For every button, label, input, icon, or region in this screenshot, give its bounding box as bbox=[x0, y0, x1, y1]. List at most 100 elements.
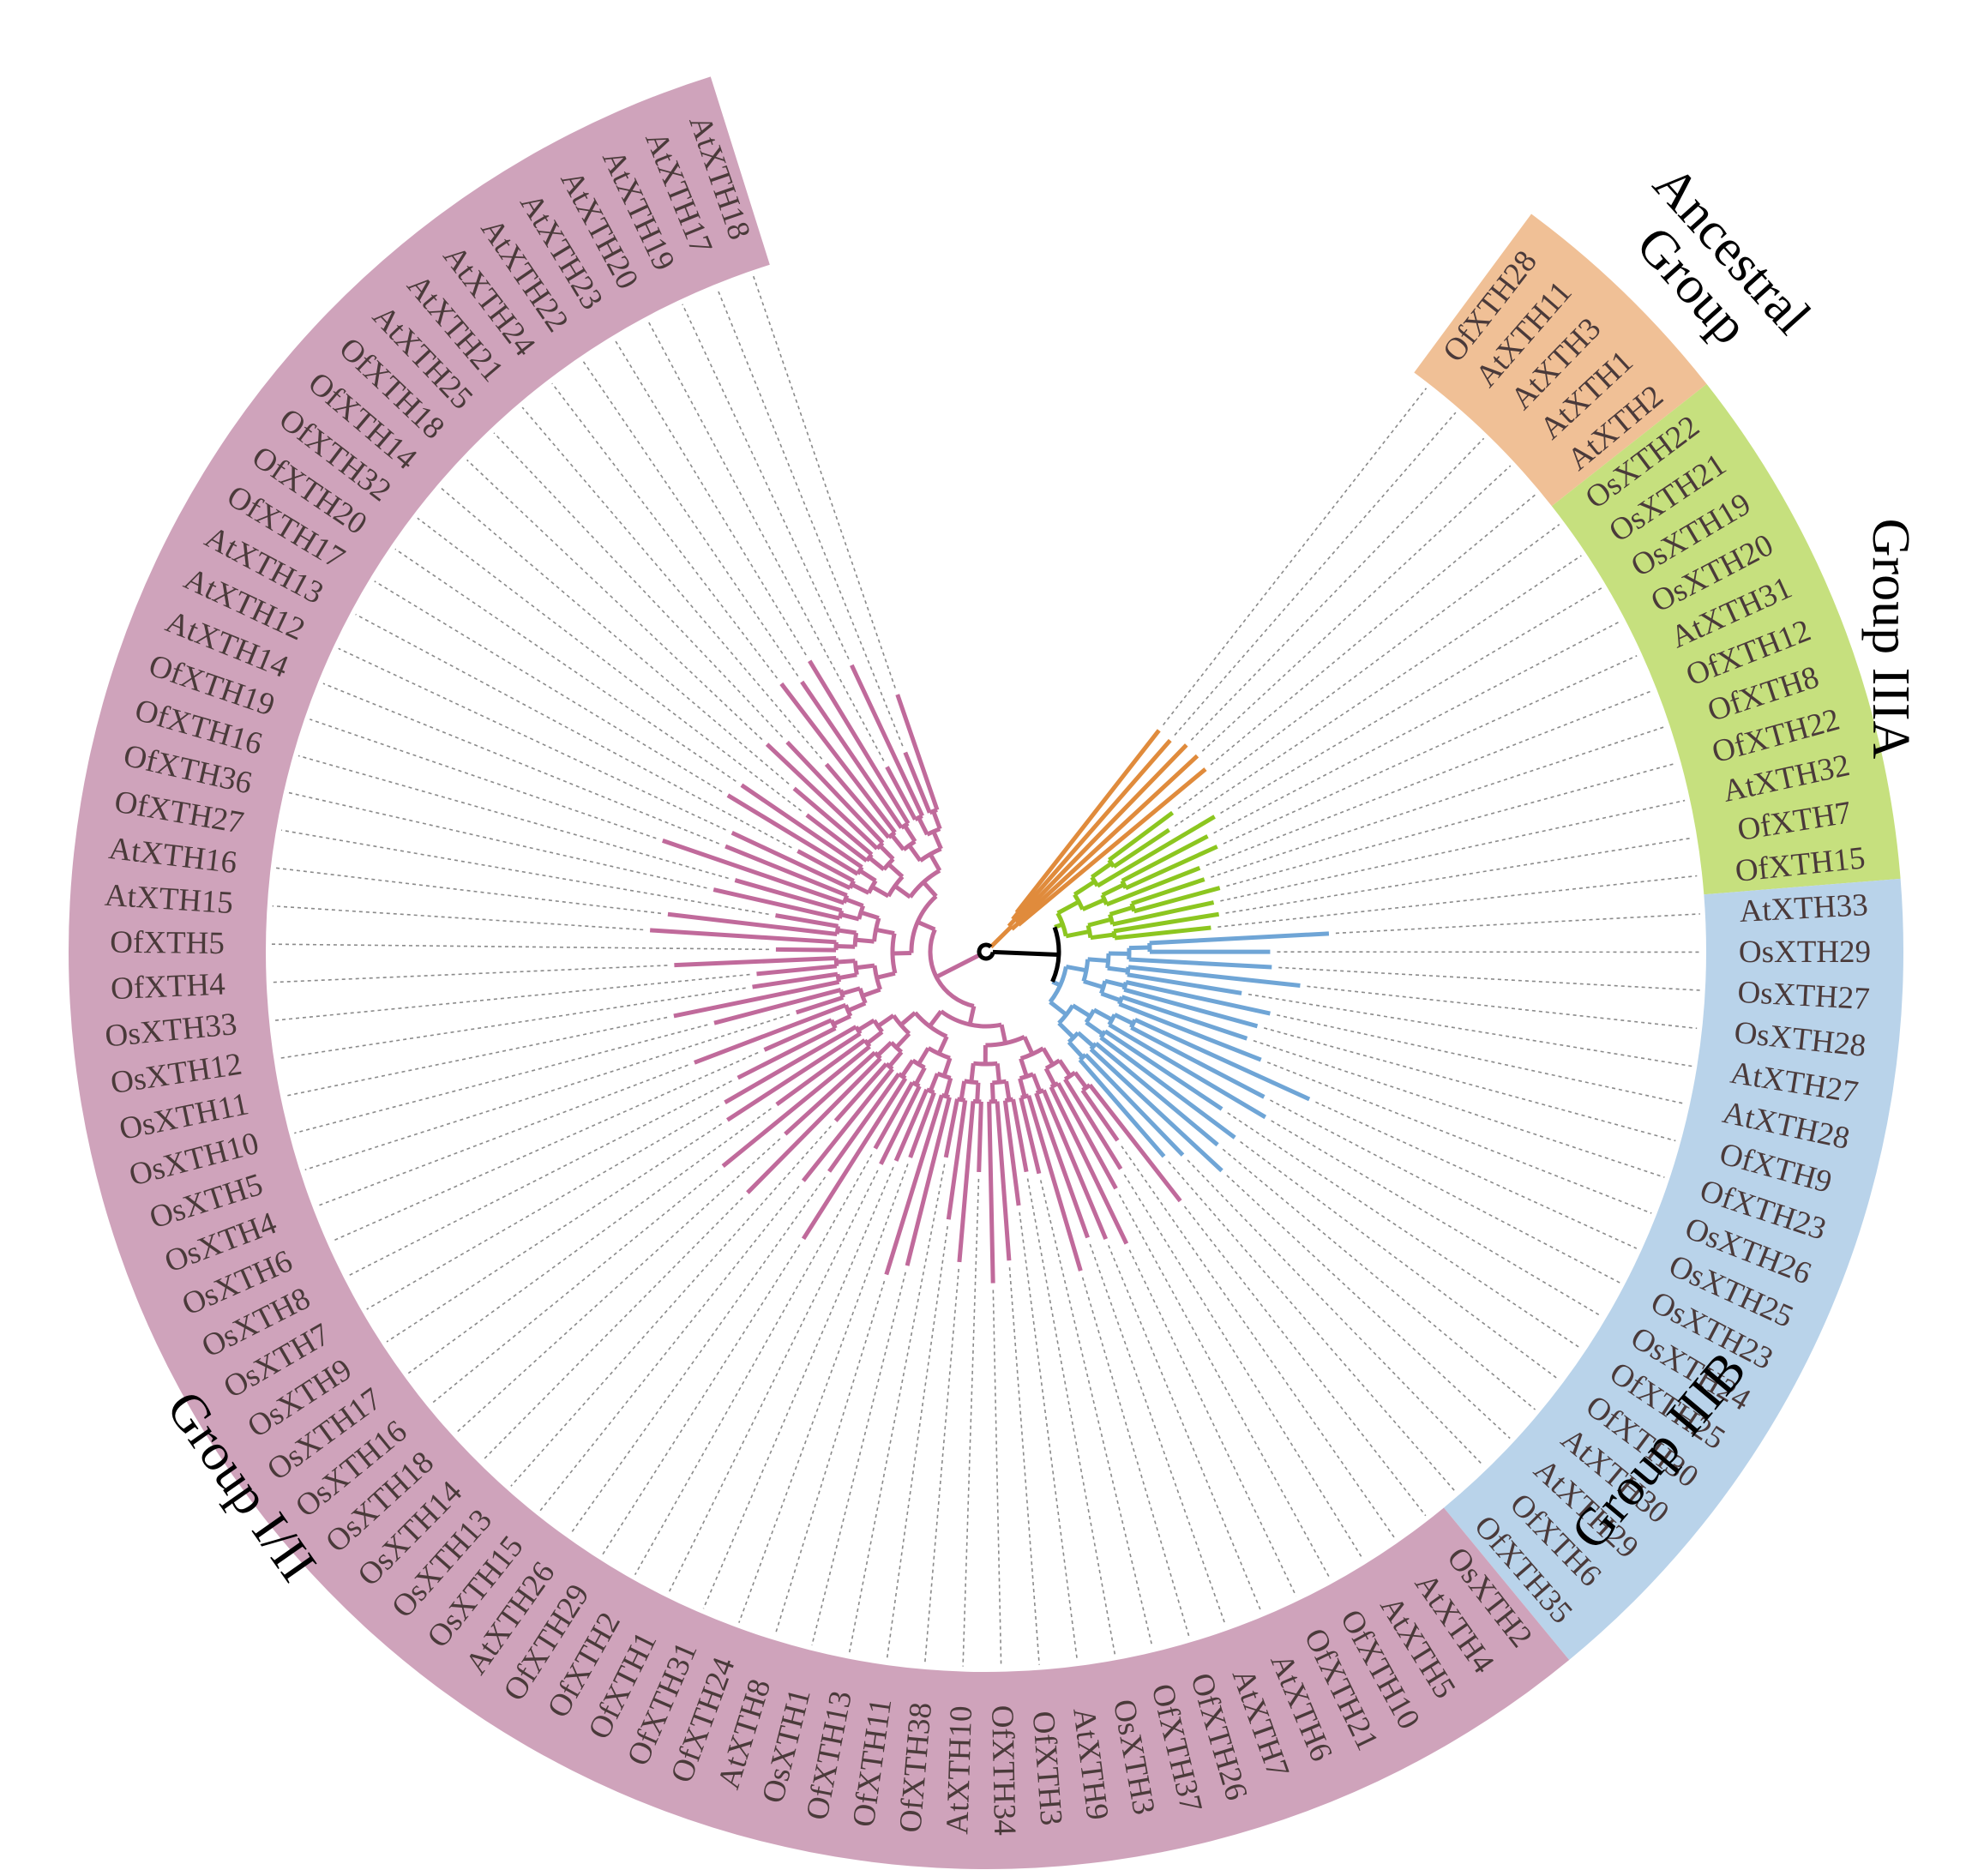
tree-branch bbox=[1118, 1001, 1262, 1062]
guide-line bbox=[1108, 1245, 1262, 1613]
tree-branch bbox=[1044, 1058, 1061, 1071]
guide-line bbox=[1253, 1039, 1665, 1178]
guide-line bbox=[1307, 985, 1698, 1030]
tree-branch bbox=[824, 762, 891, 839]
tree-branch bbox=[1015, 754, 1199, 925]
tree-branch bbox=[775, 913, 839, 929]
guide-line bbox=[1039, 1180, 1153, 1648]
tree-branch bbox=[893, 884, 912, 899]
guide-line bbox=[298, 755, 729, 880]
guide-line bbox=[322, 682, 719, 845]
tree-branch bbox=[1094, 1042, 1219, 1147]
tree-branch bbox=[841, 986, 861, 996]
tree-branch bbox=[857, 1018, 875, 1032]
tree-branch bbox=[1078, 1058, 1166, 1158]
tree-branch bbox=[957, 1097, 966, 1103]
guide-line bbox=[366, 1105, 719, 1310]
tree-branch bbox=[1049, 1085, 1129, 1245]
tree-branch bbox=[1019, 1097, 1042, 1175]
tree-branch bbox=[935, 953, 982, 979]
group-band-i_ii bbox=[69, 76, 1570, 1869]
tree-branch bbox=[1100, 991, 1121, 1003]
tree-branch bbox=[721, 1044, 871, 1168]
tree-branch bbox=[834, 925, 841, 935]
guide-line bbox=[601, 1244, 801, 1556]
tree-branch bbox=[870, 885, 890, 899]
guide-line bbox=[647, 321, 885, 761]
tree-branch bbox=[1117, 995, 1124, 1005]
tree-branch bbox=[894, 1031, 911, 1049]
guide-line bbox=[702, 1166, 894, 1609]
tree-branch bbox=[860, 910, 880, 921]
tree-branch bbox=[839, 912, 860, 922]
guide-line bbox=[310, 719, 657, 839]
tree-branch bbox=[1085, 1020, 1104, 1037]
guide-line bbox=[348, 1079, 732, 1277]
tree-branch bbox=[957, 1101, 976, 1263]
tree-branch bbox=[1107, 965, 1128, 973]
tree-branch bbox=[967, 1005, 977, 1025]
guide-line bbox=[1210, 494, 1536, 766]
tree-branch bbox=[797, 849, 855, 883]
tree-branch bbox=[779, 682, 897, 834]
tree-branch bbox=[724, 844, 848, 898]
tree-branch bbox=[1083, 979, 1104, 989]
tree-branch bbox=[1127, 965, 1301, 988]
tree-branch bbox=[928, 1009, 943, 1028]
tree-branch bbox=[878, 844, 895, 861]
tree-branches bbox=[649, 659, 1330, 1284]
tree-branch bbox=[1081, 898, 1106, 911]
guide-line bbox=[811, 1272, 906, 1646]
guide-line bbox=[774, 1280, 886, 1636]
tree-branch bbox=[756, 964, 838, 977]
tree-branch bbox=[795, 995, 845, 1015]
guide-line bbox=[1225, 837, 1692, 914]
tree-branch bbox=[928, 1073, 940, 1092]
guide-line bbox=[1201, 465, 1512, 752]
tree-branch bbox=[1019, 1072, 1034, 1081]
tree-branch bbox=[1057, 1021, 1075, 1039]
guide-line bbox=[271, 943, 769, 951]
tree-branch bbox=[1101, 882, 1125, 898]
tree-branch bbox=[1011, 1098, 1029, 1173]
guide-line bbox=[493, 432, 784, 738]
guide-line bbox=[923, 1268, 960, 1665]
tree-branch bbox=[936, 1035, 949, 1055]
tree-branch bbox=[1071, 1003, 1091, 1019]
tree-branch bbox=[1125, 980, 1271, 1016]
guide-line bbox=[417, 517, 803, 812]
tree-branch bbox=[837, 910, 845, 919]
guide-line bbox=[338, 647, 726, 831]
guide-line bbox=[271, 965, 668, 983]
tree-branch bbox=[752, 971, 839, 989]
tree-branch bbox=[893, 1088, 929, 1162]
tree-branch bbox=[1067, 1040, 1085, 1059]
tree-branch bbox=[1073, 893, 1085, 911]
guide-line bbox=[1081, 1277, 1190, 1638]
guide-line bbox=[510, 1125, 832, 1487]
guide-line bbox=[1121, 1145, 1396, 1539]
tree-branch bbox=[1063, 1078, 1123, 1170]
guide-line bbox=[569, 1176, 827, 1535]
tree-branch bbox=[1017, 738, 1172, 916]
tree-branch bbox=[1128, 957, 1272, 970]
tree-branch bbox=[873, 1050, 882, 1061]
guide-line bbox=[1190, 437, 1485, 741]
guide-line bbox=[1026, 1178, 1116, 1656]
tree-branch bbox=[832, 1013, 852, 1026]
tree-branch bbox=[946, 1099, 968, 1220]
tree-branch bbox=[674, 955, 837, 968]
guide-line bbox=[1335, 913, 1700, 935]
guide-line bbox=[1217, 875, 1698, 928]
tree-branch bbox=[972, 1098, 982, 1104]
tree-branch bbox=[736, 1026, 837, 1080]
tree-branch bbox=[1013, 743, 1188, 923]
tree-branch bbox=[917, 1047, 930, 1066]
tree-branch bbox=[1107, 1013, 1117, 1026]
tree-branch bbox=[1133, 886, 1221, 914]
guide-line bbox=[1174, 412, 1457, 736]
tree-branch bbox=[875, 927, 895, 936]
tree-branch bbox=[885, 766, 917, 821]
tree-branch bbox=[989, 926, 1013, 949]
guide-line bbox=[1128, 1249, 1297, 1596]
